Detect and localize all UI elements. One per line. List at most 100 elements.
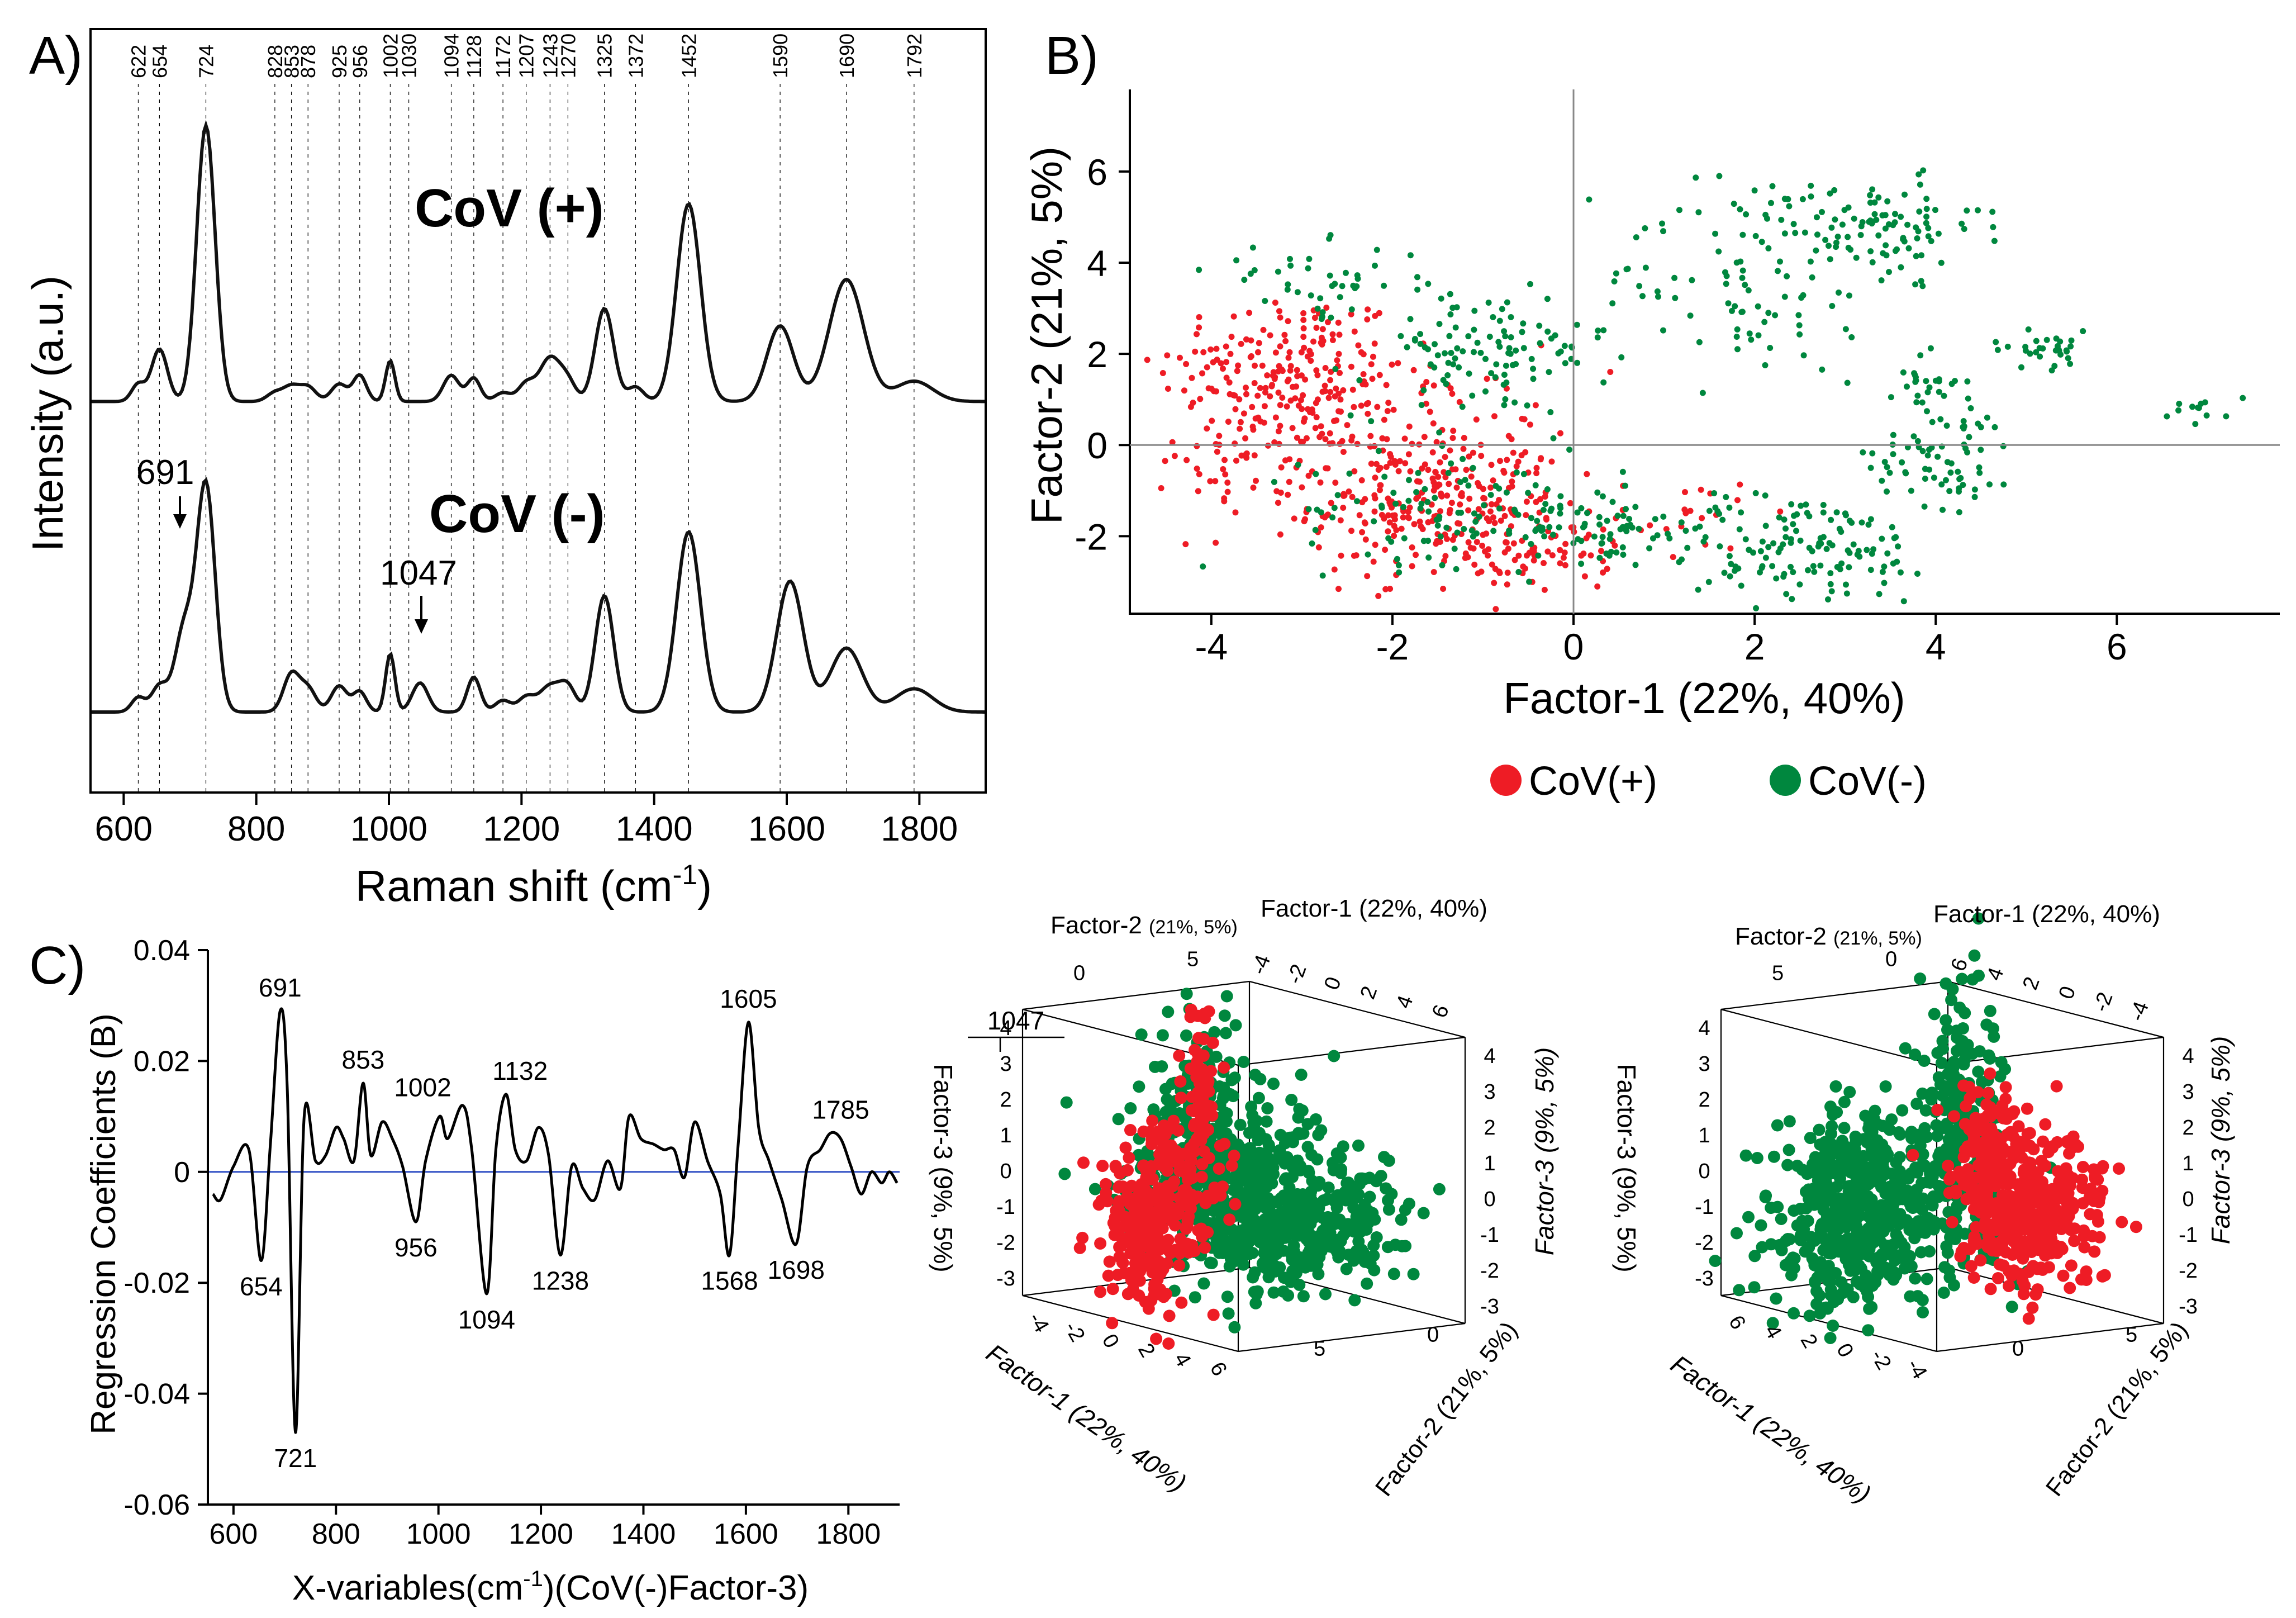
a-peak-label-1792: 1792	[903, 34, 926, 78]
r-f3-tick-left-5: -1	[1695, 1195, 1714, 1219]
panel-c: C) 6918531002104711321605178565472195610…	[29, 934, 1064, 1607]
3d-left-f3-title-left: Factor-3 (9%, 5%)	[929, 1064, 958, 1272]
a-mean-line-covpos	[91, 120, 986, 404]
b-xtick-label-0: 0	[1563, 626, 1584, 667]
r-f3-tick-right-0: 4	[2182, 1045, 2194, 1068]
c-annotation-1002: 1002	[394, 1073, 451, 1102]
l-f3-tick-right-7: -3	[1480, 1295, 1499, 1318]
c-xtick-label-1000: 1000	[406, 1518, 471, 1550]
a-xtick-label-800: 800	[227, 810, 285, 848]
l-edge-11	[1022, 1294, 1239, 1353]
a-peak-label-1128: 1128	[463, 35, 486, 78]
l-edge-1	[1249, 980, 1466, 1038]
l-f3-tick-left-4: 0	[1000, 1160, 1011, 1183]
panel-a-letter: A)	[29, 26, 83, 86]
l-f3-tick-right-4: 0	[1484, 1188, 1495, 1211]
a-peak-label-1030: 1030	[398, 34, 421, 78]
c-annotation-1132: 1132	[492, 1056, 548, 1085]
c-y-axis-label: Regression Coefficients (B)	[84, 1013, 123, 1435]
c-annotation-1047: 1047	[987, 1006, 1044, 1035]
a-peak-label-1243: 1243	[539, 34, 562, 78]
r-top-f1-tick-1: 4	[1983, 965, 2009, 984]
annotation-691-arrowhead	[173, 514, 187, 529]
l-f3-tick-left-7: -3	[996, 1267, 1015, 1290]
a-peak-label-925: 925	[328, 45, 351, 78]
r-bottom-f2-tick-0: 0	[2012, 1337, 2024, 1361]
r-bottom-f1-tick-2: 2	[1796, 1330, 1822, 1352]
annotation-1047-bracket	[968, 1036, 1064, 1052]
r-bottom-f1-tick-0: 6	[1724, 1312, 1750, 1334]
a-peak-label-1207: 1207	[515, 34, 538, 78]
b-x-axis-label: Factor-1 (22%, 40%)	[1503, 673, 1905, 723]
a-peak-label-1372: 1372	[624, 34, 647, 78]
c-ytick-label-0: 0.04	[134, 934, 190, 967]
c-annotation-1605: 1605	[720, 984, 777, 1013]
l-bottom-f2-tick-1: 0	[1427, 1323, 1439, 1347]
l-f3-tick-left-6: -2	[996, 1231, 1015, 1255]
c-annotation-721: 721	[274, 1444, 317, 1473]
a-peak-label-1452: 1452	[677, 34, 700, 78]
c-ticks: 600 800 1000 1200 1400 1600 1800 0.04 0.02 0 -0.02…	[123, 934, 881, 1550]
a-peak-label-1270: 1270	[557, 34, 579, 78]
l-bottom-f1-tick-4: 4	[1169, 1349, 1195, 1370]
a-peak-label-724: 724	[194, 45, 217, 78]
a-peak-label-1590: 1590	[769, 34, 792, 78]
a-xtick-label-1800: 1800	[881, 810, 958, 848]
a-peak-label-1094: 1094	[440, 34, 463, 78]
l-bottom-f2-tick-0: 5	[1314, 1337, 1325, 1361]
l-f3-tick-left-1: 3	[1000, 1052, 1011, 1076]
a-peak-label-1002: 1002	[379, 34, 402, 78]
l-top-f2-tick-1: 5	[1187, 948, 1199, 971]
r-top-f1-tick-0: 6	[1947, 955, 1973, 974]
3d-left-top-f2-title: Factor-2 (21%, 5%)	[1050, 912, 1238, 939]
l-bottom-f1-tick-0: -4	[1024, 1308, 1053, 1336]
b-xtick-label--2: -2	[1376, 626, 1409, 667]
c-ytick-label-2: 0	[174, 1156, 190, 1189]
b-ytick-label--2: -2	[1075, 516, 1107, 557]
r-f3-tick-left-2: 2	[1698, 1088, 1710, 1112]
r-f3-tick-left-3: 1	[1698, 1124, 1710, 1147]
l-top-f2-tick-0: 0	[1073, 962, 1085, 985]
c-annotation-1785: 1785	[812, 1095, 869, 1124]
c-annotation-691: 691	[259, 973, 302, 1002]
r-bottom-f1-tick-4: -2	[1866, 1346, 1895, 1374]
l-f3-tick-right-1: 3	[1484, 1080, 1495, 1104]
b-points-covpos	[1144, 300, 1784, 613]
r-f3-tick-left-7: -3	[1695, 1267, 1714, 1290]
l-top-f1-tick-4: 4	[1392, 993, 1418, 1012]
3d-left-points	[1058, 988, 1446, 1350]
c-xtick-label-1600: 1600	[714, 1518, 778, 1550]
l-points-covpos	[1073, 1003, 1242, 1350]
a-xtick-label-600: 600	[95, 810, 153, 848]
r-top-f1-tick-2: 2	[2018, 974, 2045, 993]
a-peak-label-1325: 1325	[593, 34, 616, 78]
a-xtick-label-1400: 1400	[616, 810, 693, 848]
panel-b: B) -4 -2 0 2 4 6 -2 0 2 4 6 Factor-1 (22%, 40%) Fa…	[1022, 26, 2280, 804]
l-bottom-f1-tick-2: 0	[1097, 1330, 1124, 1352]
l-f3-tick-left-3: 1	[1000, 1124, 1011, 1147]
a-peak-label-828: 828	[264, 45, 287, 78]
3d-left-f1-title-bottom: Factor-1 (22%, 40%)	[981, 1338, 1192, 1498]
b-ytick-label-6: 6	[1087, 151, 1107, 193]
c-annotation-1568: 1568	[701, 1266, 758, 1296]
3d-left-f3-title-right: Factor-3 (9%, 5%)	[1530, 1047, 1559, 1255]
a-peak-label-1690: 1690	[835, 34, 858, 78]
c-annotation-1094: 1094	[458, 1305, 515, 1334]
c-regression-curve	[212, 1007, 899, 1434]
a-peak-label-654: 654	[148, 45, 171, 78]
c-xtick-label-1200: 1200	[508, 1518, 573, 1550]
c-ytick-label-1: 0.02	[134, 1045, 190, 1078]
a-peak-label-878: 878	[297, 45, 320, 78]
r-bottom-f1-tick-5: -4	[1902, 1355, 1932, 1383]
3d-right-top-f2-title: Factor-2 (21%, 5%)	[1735, 923, 1922, 950]
c-annotation-853: 853	[341, 1045, 384, 1074]
legend-covneg-marker	[1770, 765, 1801, 796]
l-f3-tick-left-2: 2	[1000, 1088, 1011, 1112]
b-y-axis-label: Factor-2 (21%, 5%)	[1022, 146, 1071, 524]
a-peak-label-1172: 1172	[492, 35, 515, 78]
r-f3-tick-right-1: 3	[2182, 1080, 2194, 1104]
r-edge-3	[1720, 1008, 1937, 1066]
3d-right-f2-title-bottom: Factor-2 (21%, 5%)	[2041, 1317, 2193, 1502]
